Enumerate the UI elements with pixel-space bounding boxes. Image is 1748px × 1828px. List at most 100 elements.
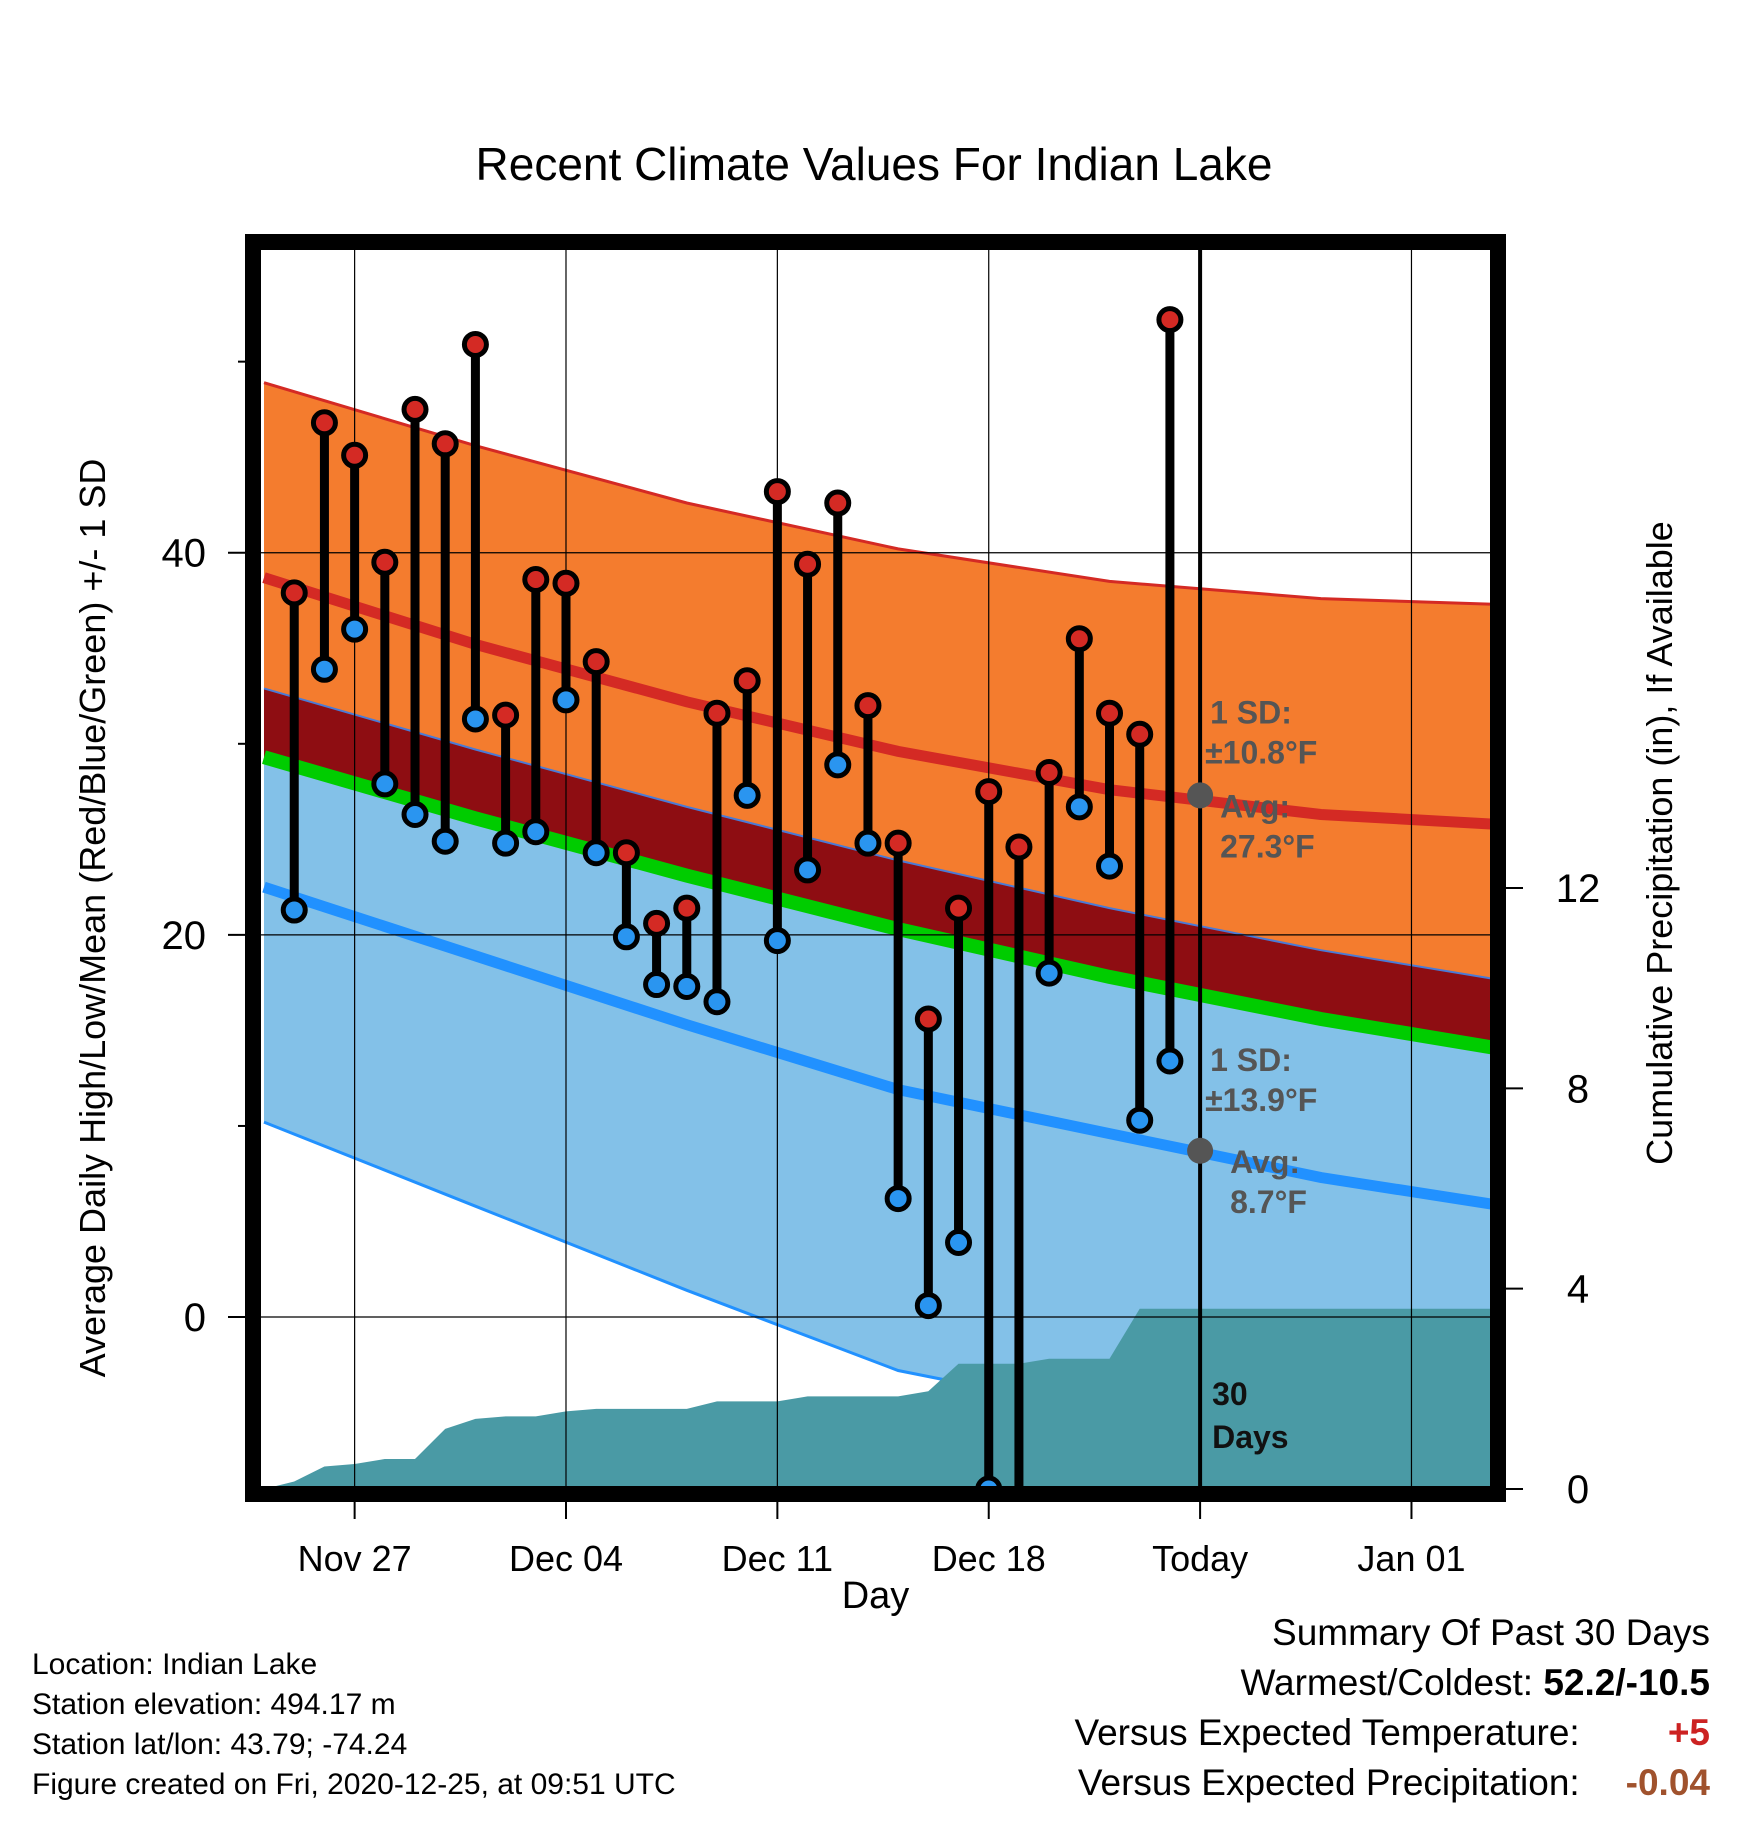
low-point <box>1008 1507 1030 1529</box>
low-point <box>401 800 429 828</box>
high-point <box>461 330 489 358</box>
low-point <box>522 818 550 846</box>
high-point <box>824 489 852 517</box>
temp-row: Versus Expected Temperature: +5 <box>1074 1708 1710 1758</box>
warm-cold-label: Warmest/Coldest: <box>1240 1662 1534 1703</box>
mean-band <box>264 688 1493 1048</box>
y-left-tick-label: 20 <box>162 914 207 958</box>
y-right-axis-title: Cumulative Precipitation (in), If Availa… <box>1639 521 1680 1165</box>
high-point <box>763 478 791 506</box>
high-sd-value: ±10.8°F <box>1205 734 1317 770</box>
latlon-text: Station lat/lon: 43.79; -74.24 <box>32 1728 408 1761</box>
days-count-label: 30 <box>1212 1376 1248 1412</box>
summary-title: Summary Of Past 30 Days <box>1272 1612 1710 1653</box>
low-point <box>824 751 852 779</box>
high-point <box>612 839 640 867</box>
high-point <box>884 829 912 857</box>
low-point <box>431 827 459 855</box>
low-point <box>643 971 671 999</box>
low-point <box>763 927 791 955</box>
low-point <box>733 781 761 809</box>
days-word-label: Days <box>1212 1419 1289 1455</box>
plot-frame <box>245 234 1506 1502</box>
high-point <box>371 548 399 576</box>
y-left-tick-label: 0 <box>184 1296 206 1340</box>
high-point <box>794 550 822 578</box>
chart-title: Recent Climate Values For Indian Lake <box>476 138 1273 190</box>
high-point <box>1096 699 1124 727</box>
low-point <box>1126 1106 1154 1134</box>
low-point <box>280 896 308 924</box>
x-axis-title: Day <box>842 1575 910 1617</box>
low-point <box>1035 959 1063 987</box>
precip-area <box>264 1308 1493 1489</box>
temp-label: Versus Expected Temperature: <box>1074 1712 1580 1753</box>
low-point <box>914 1292 942 1320</box>
low-point <box>854 829 882 857</box>
y-left-axis-title: Average Daily High/Low/Mean (Red/Blue/Gr… <box>72 459 113 1378</box>
low-point <box>310 655 338 683</box>
low-point <box>884 1185 912 1213</box>
high-point <box>552 569 580 597</box>
low-sd-band <box>264 757 1493 1476</box>
y-right-tick-label: 4 <box>1567 1268 1589 1312</box>
high-point <box>703 699 731 727</box>
x-tick-label: Jan 01 <box>1357 1538 1465 1579</box>
high-sd-band <box>264 382 1493 1048</box>
y-left-tick-label: 40 <box>162 532 207 576</box>
low-point <box>945 1229 973 1257</box>
low-point <box>461 705 489 733</box>
high-point <box>522 565 550 593</box>
today-low-avg-marker <box>1187 1137 1214 1164</box>
low-point <box>1096 852 1124 880</box>
high-point <box>310 409 338 437</box>
created-text: Figure created on Fri, 2020-12-25, at 09… <box>32 1768 676 1801</box>
today-high-avg-marker <box>1187 782 1214 809</box>
low-point <box>1065 793 1093 821</box>
summary-panel: Summary Of Past 30 Days Warmest/Coldest:… <box>1074 1608 1710 1808</box>
low-point <box>582 839 610 867</box>
station-info: Location: Indian Lake Station elevation:… <box>32 1645 676 1805</box>
precip-label: Versus Expected Precipitation: <box>1077 1762 1580 1803</box>
low-point <box>1156 1047 1184 1075</box>
y-right-tick-label: 8 <box>1567 1067 1589 1111</box>
low-point <box>794 856 822 884</box>
precip-row: Versus Expected Precipitation: -0.04 <box>1074 1758 1710 1808</box>
low-sd-value: ±13.9°F <box>1205 1082 1317 1118</box>
low-point <box>341 615 369 643</box>
high-point <box>1126 720 1154 748</box>
high-point <box>492 701 520 729</box>
low-point <box>492 829 520 857</box>
precip-value: -0.04 <box>1625 1762 1710 1803</box>
low-point <box>673 972 701 1000</box>
warm-cold-row: Warmest/Coldest: 52.2/-10.5 <box>1074 1658 1710 1708</box>
x-tick-label: Dec 18 <box>932 1538 1046 1579</box>
x-tick-label: Today <box>1152 1538 1248 1579</box>
low-point <box>552 686 580 714</box>
high-point <box>914 1005 942 1033</box>
high-point <box>1035 758 1063 786</box>
high-point <box>673 894 701 922</box>
high-point <box>945 894 973 922</box>
y-right-tick-label: 12 <box>1556 867 1601 911</box>
low-point <box>703 988 731 1016</box>
y-right-tick-label: 0 <box>1567 1468 1589 1512</box>
high-point <box>733 667 761 695</box>
high-sd-label: 1 SD: <box>1210 694 1292 730</box>
high-avg-label: Avg: <box>1220 788 1290 824</box>
elevation-text: Station elevation: 494.17 m <box>32 1688 396 1721</box>
high-point <box>582 648 610 676</box>
high-point <box>1156 306 1184 334</box>
high-avg-value: 27.3°F <box>1220 828 1315 864</box>
high-point <box>1065 625 1093 653</box>
high-point <box>1005 833 1033 861</box>
low-avg-value: 8.7°F <box>1230 1184 1307 1220</box>
low-point <box>371 770 399 798</box>
high-point <box>280 579 308 607</box>
location-text: Location: Indian Lake <box>32 1648 318 1681</box>
low-avg-label: Avg: <box>1230 1144 1300 1180</box>
high-point <box>643 909 671 937</box>
high-point <box>975 778 1003 806</box>
low-point <box>612 923 640 951</box>
warm-cold-value: 52.2/-10.5 <box>1543 1662 1710 1703</box>
